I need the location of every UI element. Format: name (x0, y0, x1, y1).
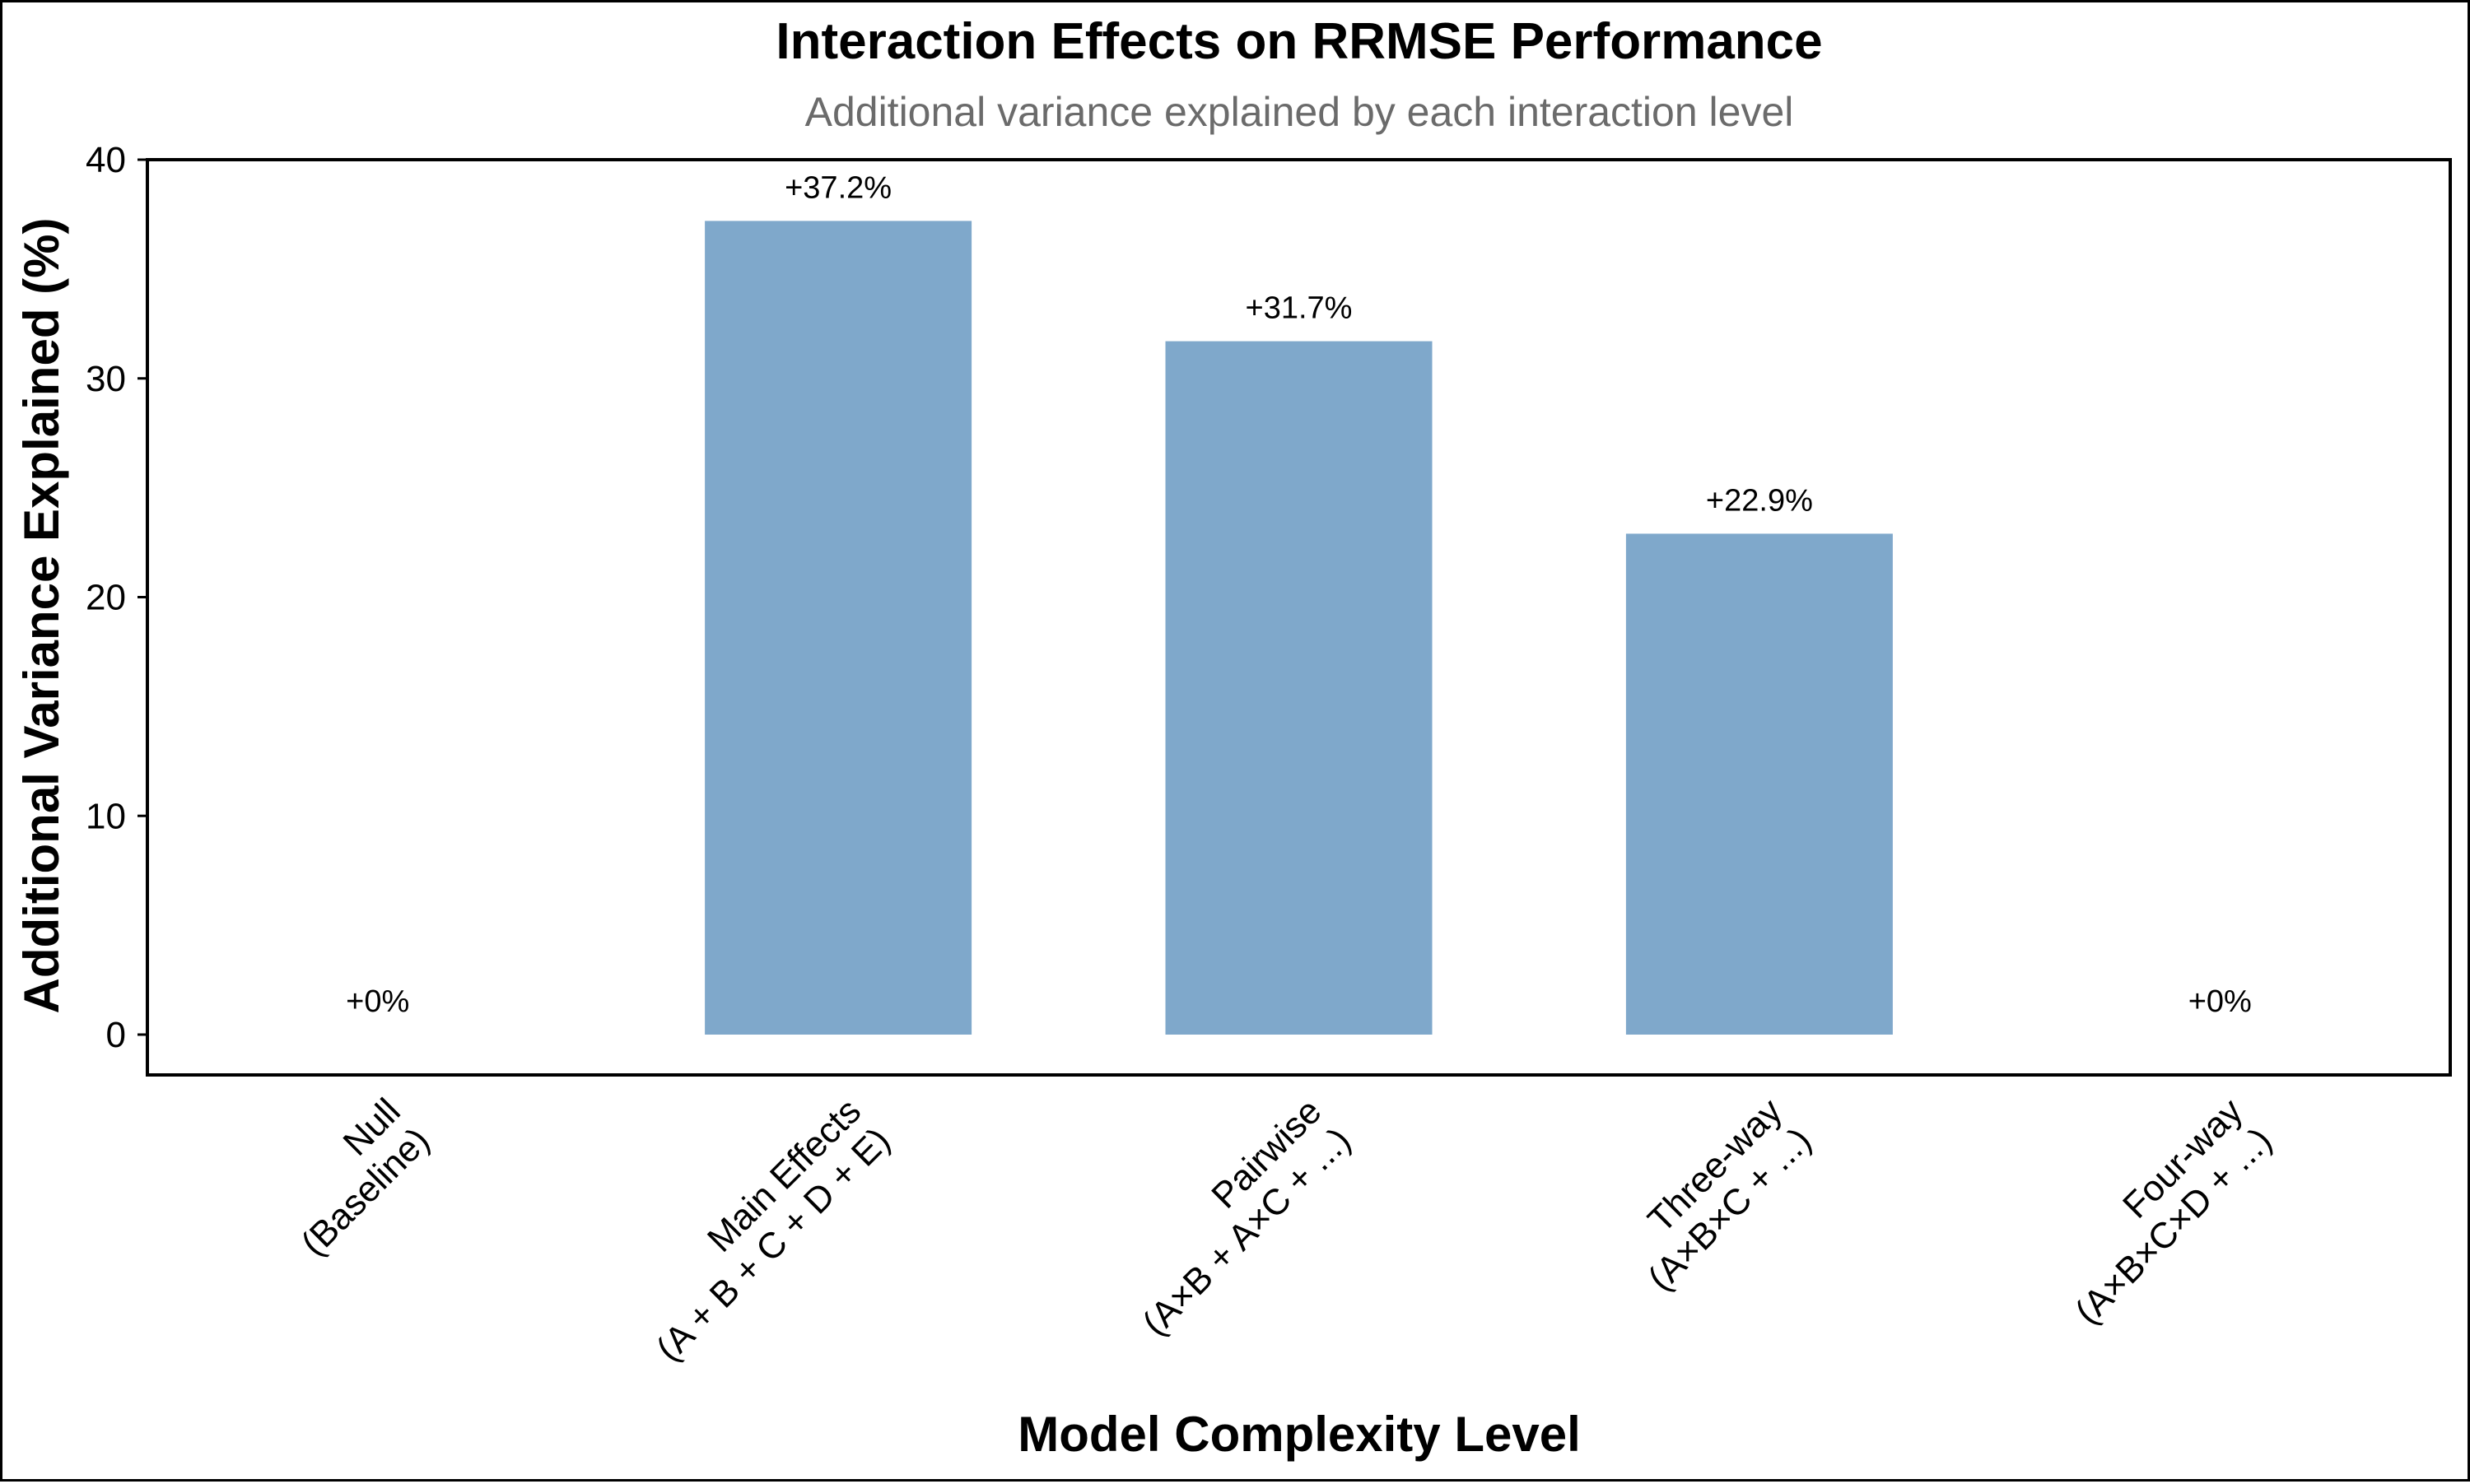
y-tick-label: 10 (86, 796, 126, 836)
y-tick-label: 30 (86, 359, 126, 399)
chart-title: Interaction Effects on RRMSE Performance (776, 13, 1822, 70)
y-axis: 0 10 20 30 40 (86, 140, 147, 1055)
data-label: +0% (346, 984, 409, 1019)
data-label: +0% (2188, 984, 2252, 1019)
x-category-label: Main Effects(A + B + C + D + E) (649, 1091, 898, 1369)
y-tick-label: 20 (86, 578, 126, 618)
x-category-label: Three-way(A×B×C + ...) (1640, 1091, 1819, 1298)
x-axis: Null(Baseline) Main Effects(A + B + C + D… (293, 1091, 2280, 1369)
bar (1165, 341, 1433, 1035)
x-category-label: Null(Baseline) (293, 1091, 437, 1263)
data-label: +37.2% (785, 170, 892, 205)
bars-layer: +0% +37.2% +31.7% +22.9% +0% (346, 170, 2252, 1035)
data-label: +31.7% (1246, 291, 1353, 326)
bar (1625, 533, 1893, 1035)
data-label: +22.9% (1706, 483, 1813, 518)
x-category-label: Pairwise(A×B + A×C + ...) (1135, 1091, 1358, 1343)
chart-subtitle: Additional variance explained by each in… (805, 89, 1794, 135)
plot-area (146, 158, 2452, 1077)
bar (705, 221, 972, 1035)
x-axis-title: Model Complexity Level (1018, 1407, 1581, 1462)
y-tick-label: 0 (106, 1015, 126, 1055)
y-axis-title: Additional Variance Explained (%) (14, 218, 69, 1014)
x-category-label: Four-way(A×B×C×D + ...) (2067, 1091, 2280, 1332)
y-tick-label: 40 (86, 140, 126, 180)
